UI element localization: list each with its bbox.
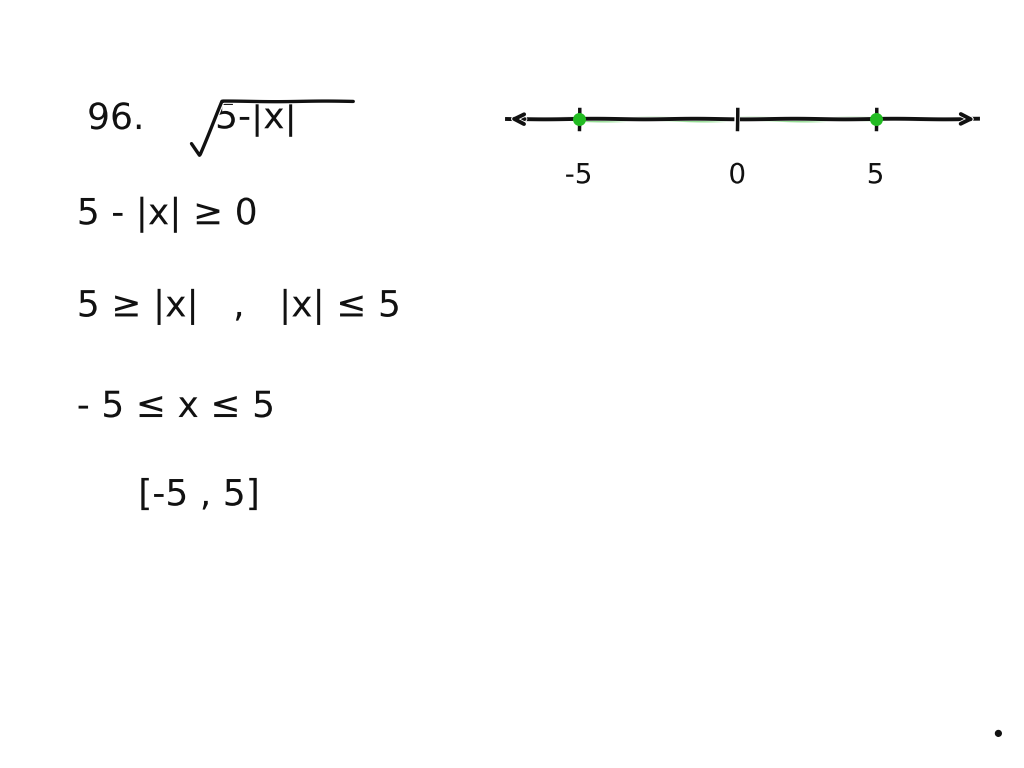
Text: 5 - |x| ≥ 0: 5 - |x| ≥ 0 (77, 197, 258, 233)
Point (867, 113, 884, 125)
Text: -5: -5 (565, 161, 592, 189)
Text: 5-|x|: 5-|x| (215, 101, 297, 137)
Text: 5: 5 (866, 161, 885, 189)
Text: 96.: 96. (87, 102, 144, 136)
Text: [-5 , 5]: [-5 , 5] (138, 478, 260, 512)
Text: - 5 ≤ x ≤ 5: - 5 ≤ x ≤ 5 (77, 390, 275, 424)
Text: 5 ≥ |x|   ,   |x| ≤ 5: 5 ≥ |x| , |x| ≤ 5 (77, 290, 401, 325)
Point (570, 113, 587, 125)
Text: 0: 0 (728, 161, 746, 189)
